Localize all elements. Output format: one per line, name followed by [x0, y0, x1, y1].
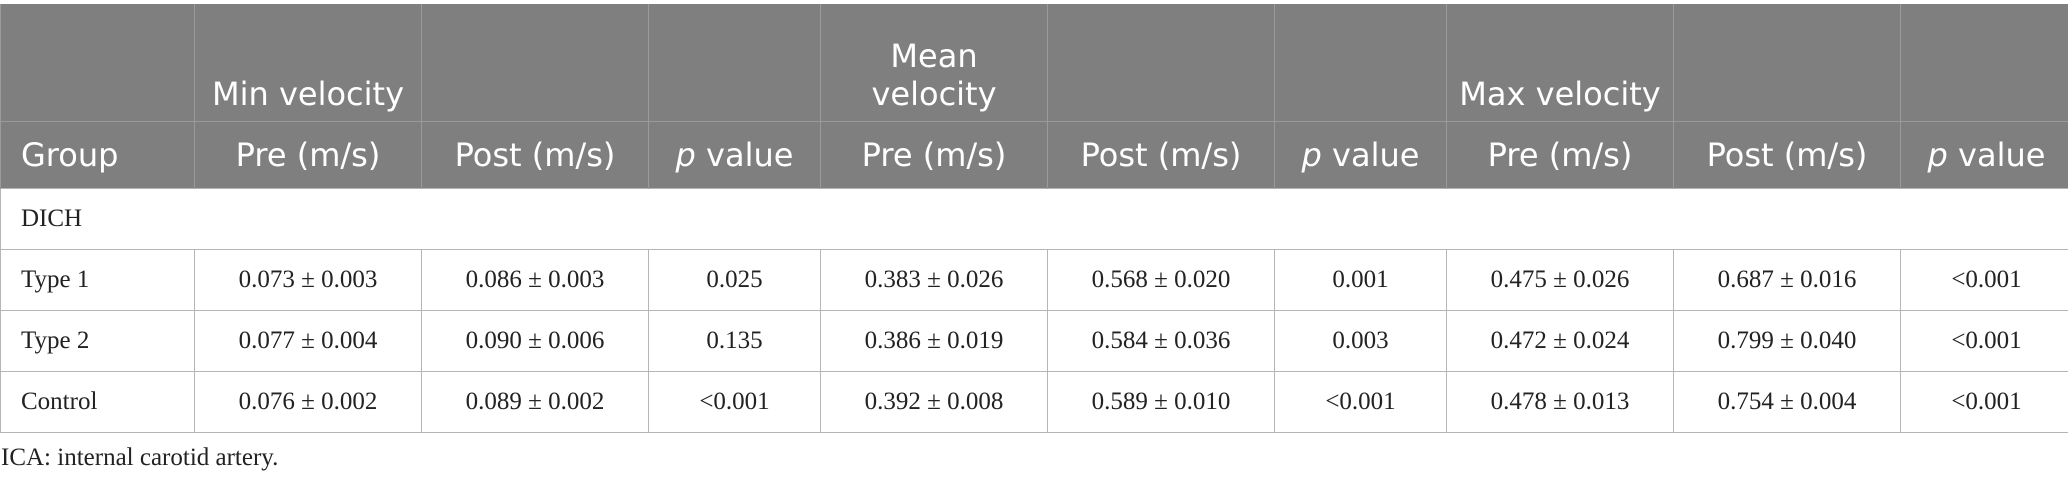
- table-cell: 0.472 ± 0.024: [1446, 310, 1674, 372]
- row-group-cell: Control: [0, 371, 195, 433]
- header-group-cell: [1673, 4, 1901, 122]
- header-group-cell: [648, 4, 821, 122]
- table-cell: <0.001: [648, 371, 821, 433]
- header-group-cell: [1900, 4, 2068, 122]
- header-group-cell: [1047, 4, 1275, 122]
- column-header-max-p-value: p value: [1900, 121, 2068, 189]
- header-group-cell: [1274, 4, 1447, 122]
- table-cell: <0.001: [1900, 371, 2068, 433]
- p-value-label: value: [706, 136, 794, 174]
- column-header-min-p-value: p value: [648, 121, 821, 189]
- column-header-max-pre: Pre (m/s): [1446, 121, 1674, 189]
- header-group-mean-velocity: Mean velocity: [820, 4, 1048, 122]
- column-header-mean-p-value: p value: [1274, 121, 1447, 189]
- table-cell: 0.584 ± 0.036: [1047, 310, 1275, 372]
- column-header-min-post: Post (m/s): [421, 121, 649, 189]
- header-group-cell: [0, 4, 195, 122]
- section-row: DICH: [0, 188, 2068, 250]
- row-group-cell: Type 1: [0, 249, 195, 311]
- table-cell: 0.001: [1274, 249, 1447, 311]
- p-value-label: value: [1958, 136, 2046, 174]
- table-cell: <0.001: [1274, 371, 1447, 433]
- table-row: Control 0.076 ± 0.002 0.089 ± 0.002 <0.0…: [0, 371, 2068, 433]
- table-cell: 0.687 ± 0.016: [1673, 249, 1901, 311]
- table-cell: 0.383 ± 0.026: [820, 249, 1048, 311]
- table-cell: 0.589 ± 0.010: [1047, 371, 1275, 433]
- table-cell: 0.568 ± 0.020: [1047, 249, 1275, 311]
- header-column-row: Group Pre (m/s) Post (m/s) p value Pre (…: [0, 121, 2068, 189]
- table-cell: 0.003: [1274, 310, 1447, 372]
- table-cell: 0.025: [648, 249, 821, 311]
- velocity-table-container: Min velocity Mean velocity Max velocity …: [0, 4, 2068, 433]
- header-group-min-velocity: Min velocity: [194, 4, 422, 122]
- table-cell: 0.754 ± 0.004: [1673, 371, 1901, 433]
- table-cell: 0.089 ± 0.002: [421, 371, 649, 433]
- table-row: Type 1 0.073 ± 0.003 0.086 ± 0.003 0.025…: [0, 249, 2068, 311]
- p-symbol: p: [1301, 136, 1322, 174]
- section-label-dich: DICH: [0, 188, 2068, 250]
- table-cell: 0.392 ± 0.008: [820, 371, 1048, 433]
- table-cell: <0.001: [1900, 249, 2068, 311]
- table-cell: 0.086 ± 0.003: [421, 249, 649, 311]
- table-cell: 0.077 ± 0.004: [194, 310, 422, 372]
- table-cell: 0.386 ± 0.019: [820, 310, 1048, 372]
- velocity-table: Min velocity Mean velocity Max velocity …: [0, 4, 2068, 433]
- table-row: Type 2 0.077 ± 0.004 0.090 ± 0.006 0.135…: [0, 310, 2068, 372]
- column-header-mean-pre: Pre (m/s): [820, 121, 1048, 189]
- p-symbol: p: [1927, 136, 1948, 174]
- column-header-mean-post: Post (m/s): [1047, 121, 1275, 189]
- column-header-min-pre: Pre (m/s): [194, 121, 422, 189]
- table-cell: 0.478 ± 0.013: [1446, 371, 1674, 433]
- header-group-row: Min velocity Mean velocity Max velocity: [0, 4, 2068, 122]
- table-cell: 0.076 ± 0.002: [194, 371, 422, 433]
- column-header-max-post: Post (m/s): [1673, 121, 1901, 189]
- table-footnote: ICA: internal carotid artery.: [1, 444, 279, 471]
- header-group-max-velocity: Max velocity: [1446, 4, 1674, 122]
- column-header-group: Group: [0, 121, 195, 189]
- table-cell: 0.799 ± 0.040: [1673, 310, 1901, 372]
- header-group-cell: [421, 4, 649, 122]
- p-value-label: value: [1332, 136, 1420, 174]
- table-cell: 0.475 ± 0.026: [1446, 249, 1674, 311]
- table-cell: 0.135: [648, 310, 821, 372]
- row-group-cell: Type 2: [0, 310, 195, 372]
- table-cell: <0.001: [1900, 310, 2068, 372]
- table-cell: 0.090 ± 0.006: [421, 310, 649, 372]
- table-cell: 0.073 ± 0.003: [194, 249, 422, 311]
- p-symbol: p: [675, 136, 696, 174]
